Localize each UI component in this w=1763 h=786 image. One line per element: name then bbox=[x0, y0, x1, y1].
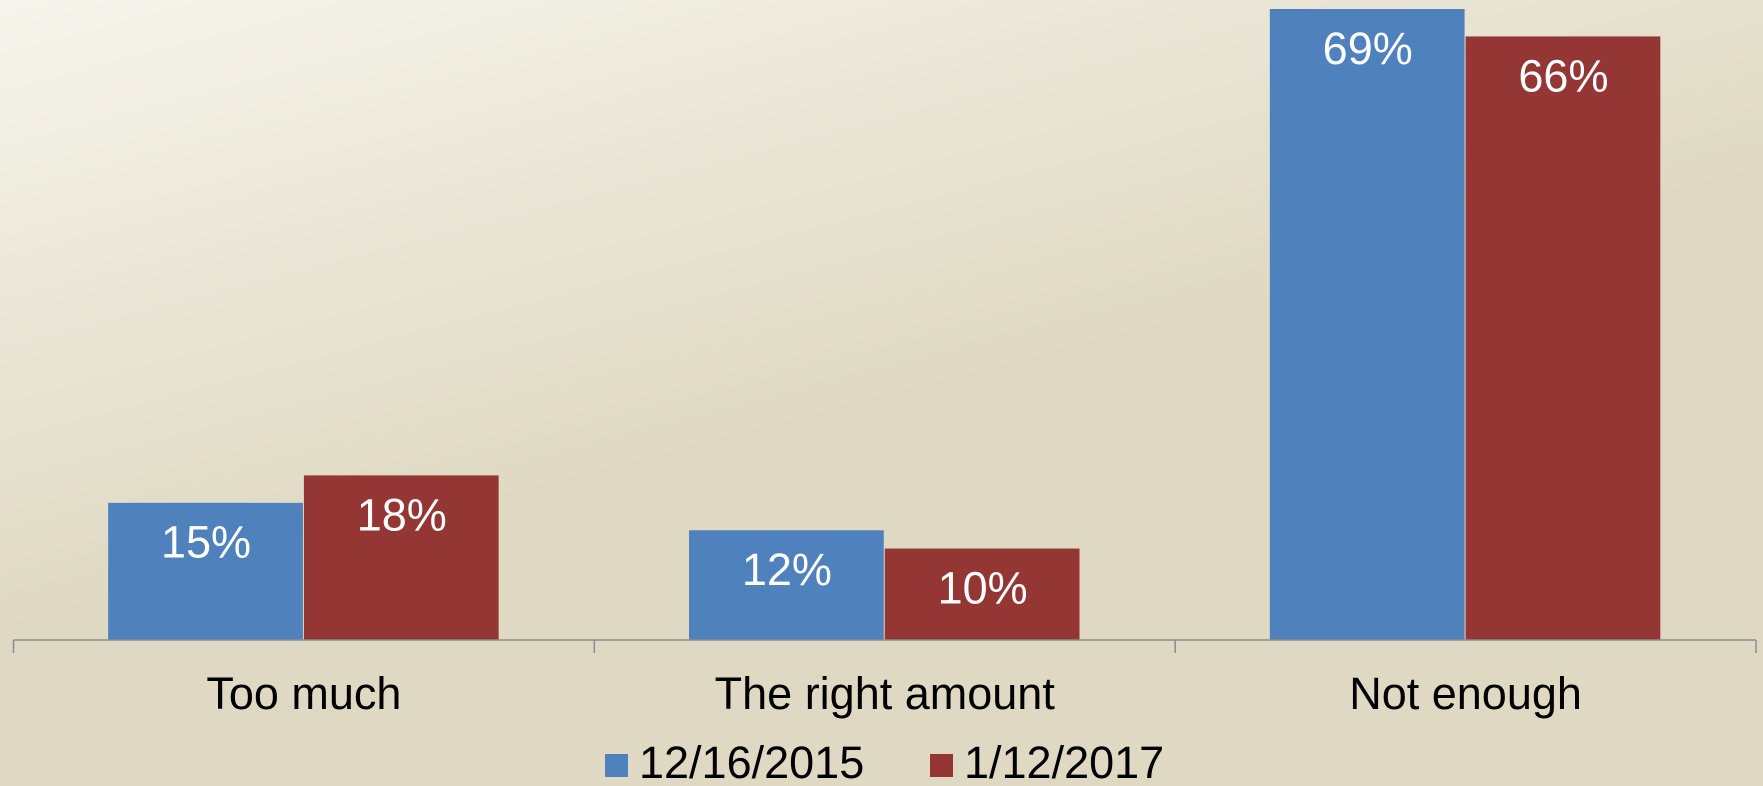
data-label: 15% bbox=[161, 517, 251, 568]
bar bbox=[1465, 36, 1661, 640]
bar bbox=[689, 530, 884, 640]
data-label: 66% bbox=[1518, 50, 1608, 101]
x-tick-label: The right amount bbox=[715, 668, 1056, 719]
data-label: 10% bbox=[938, 562, 1028, 613]
bar bbox=[303, 475, 499, 640]
legend-swatch bbox=[605, 754, 628, 777]
legend-label: 12/16/2015 bbox=[639, 737, 864, 786]
legend-swatch bbox=[930, 754, 953, 777]
data-label: 12% bbox=[742, 544, 832, 595]
legend-label: 1/12/2017 bbox=[964, 737, 1164, 786]
x-tick-label: Too much bbox=[206, 668, 401, 719]
x-tick-label: Not enough bbox=[1349, 668, 1582, 719]
bar bbox=[884, 548, 1080, 640]
data-label: 69% bbox=[1323, 23, 1413, 74]
data-label: 18% bbox=[357, 489, 447, 540]
bar bbox=[108, 502, 303, 640]
bar bbox=[1269, 9, 1465, 640]
